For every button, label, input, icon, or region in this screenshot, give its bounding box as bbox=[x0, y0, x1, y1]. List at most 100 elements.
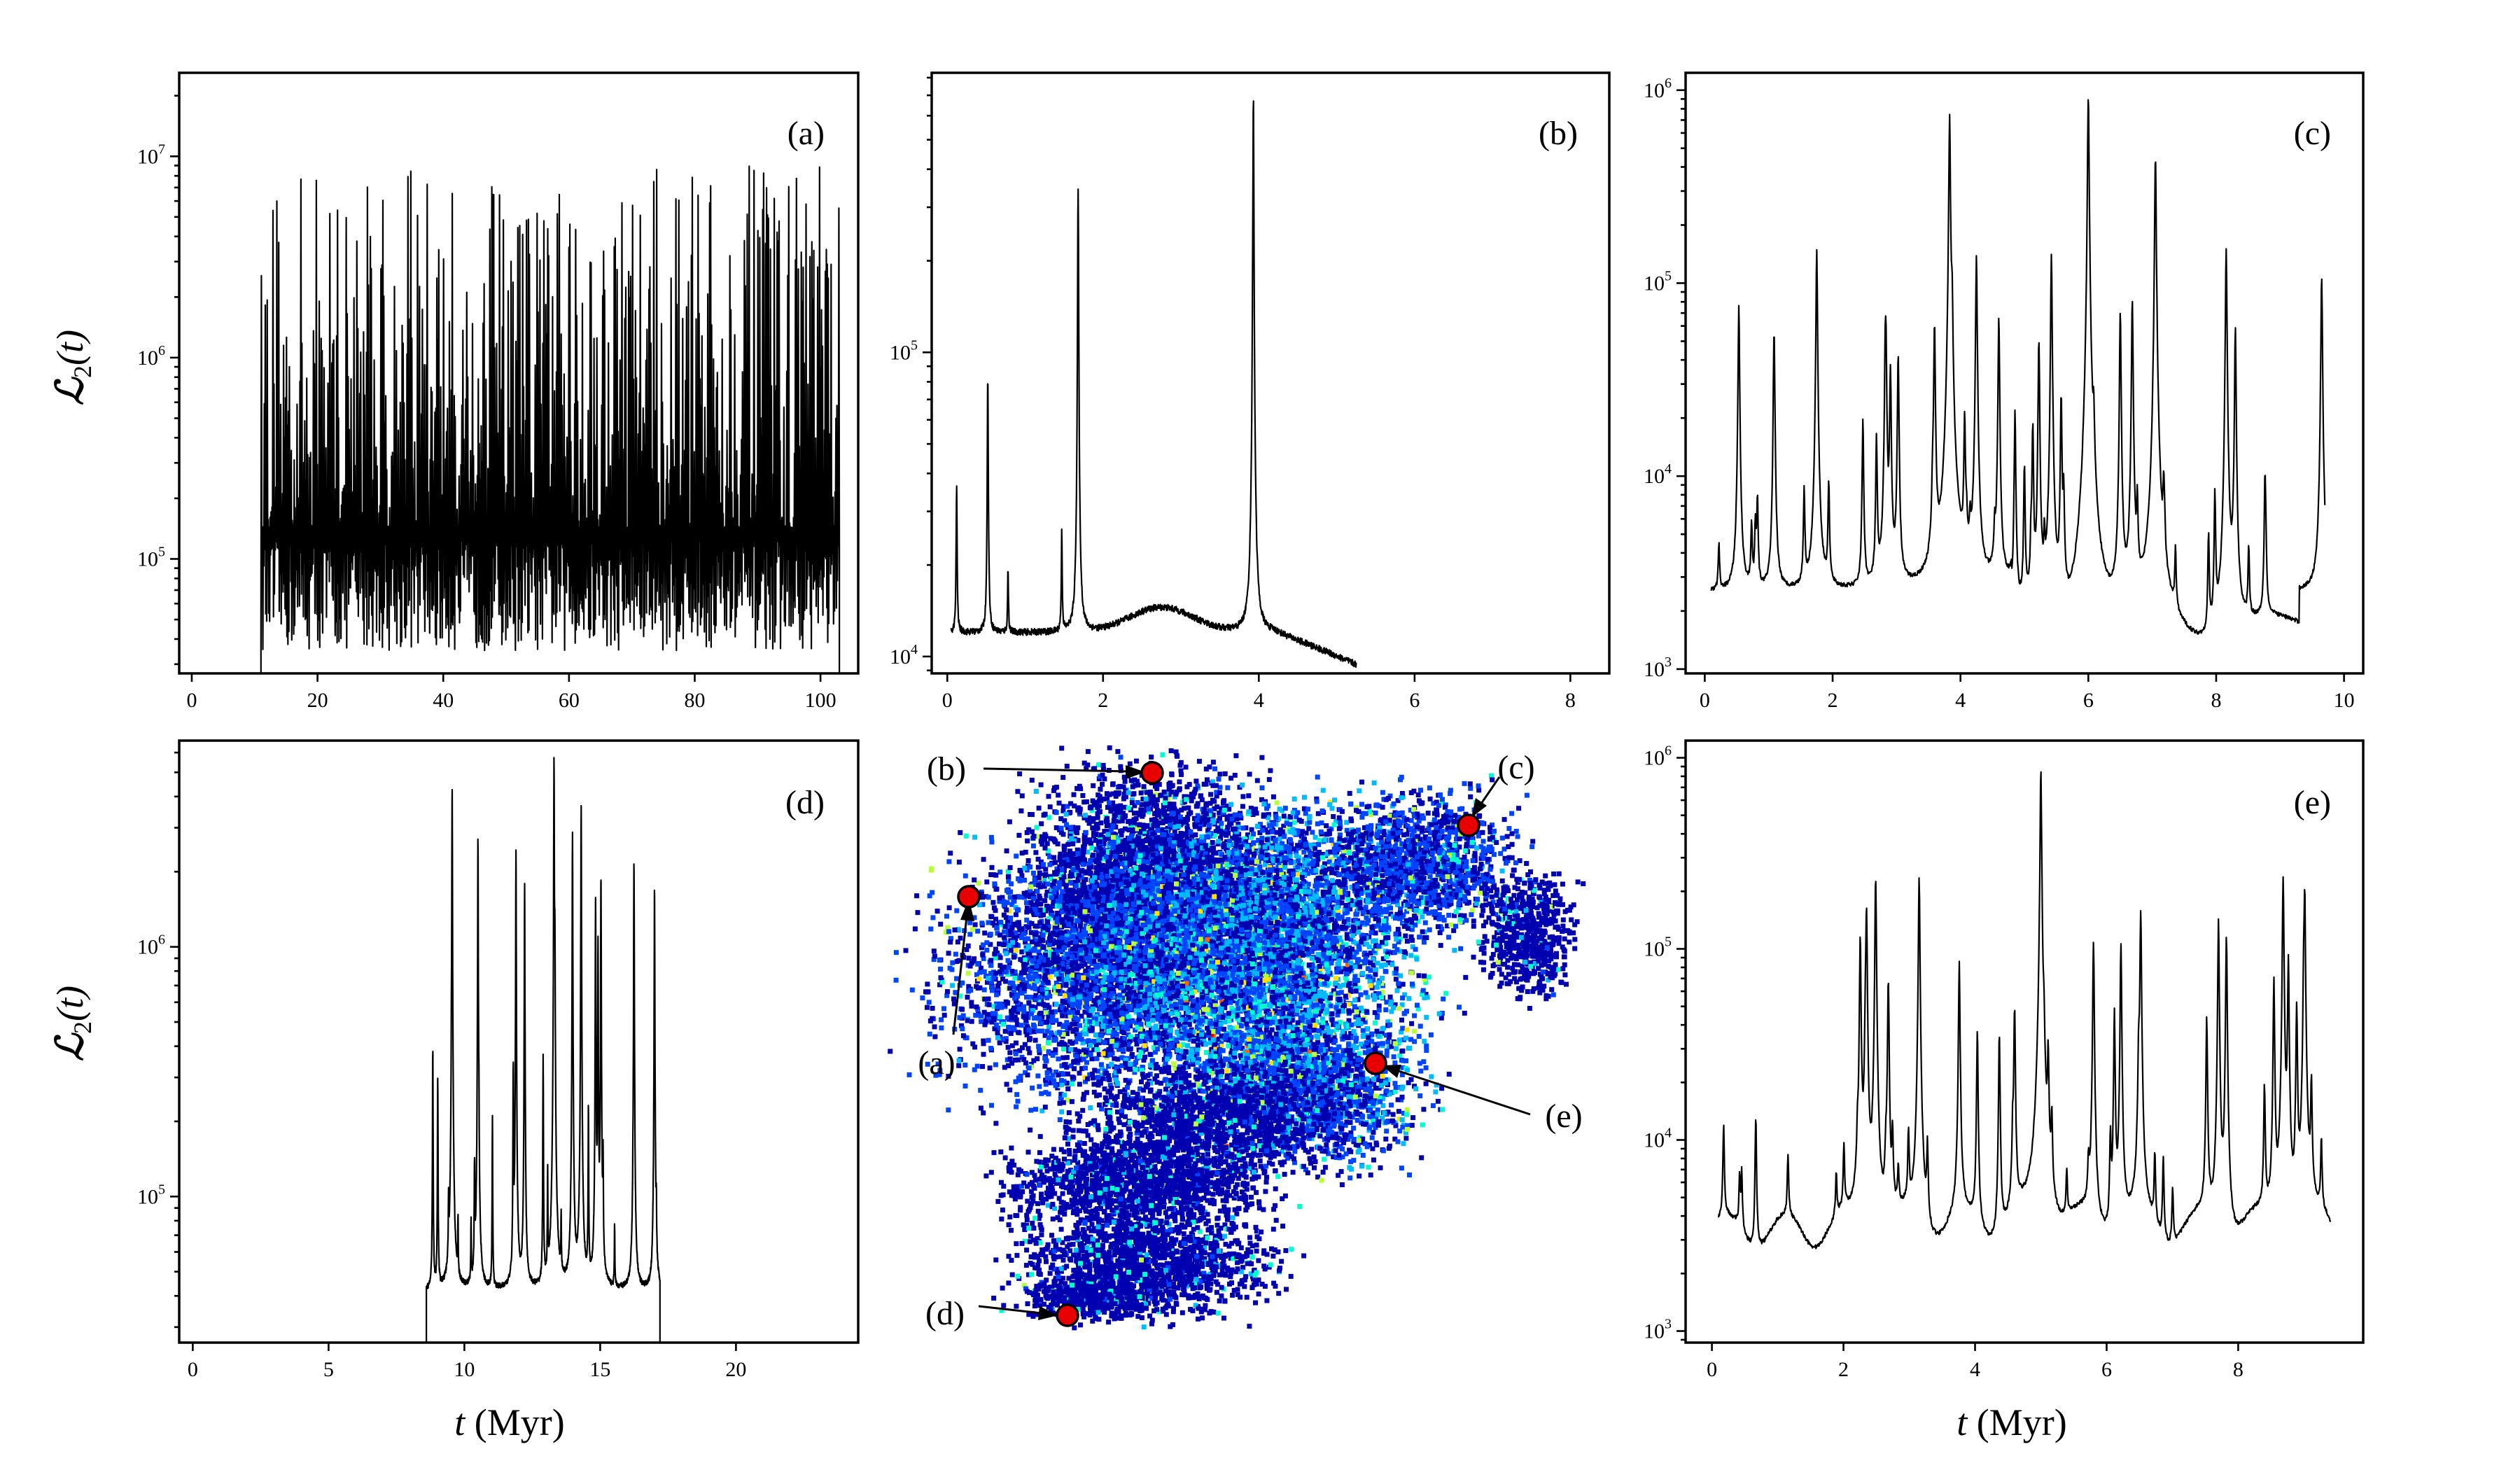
panel-d-xtick-label-1: 5 bbox=[323, 1358, 334, 1381]
scatter-point-992 bbox=[1068, 848, 1072, 854]
scatter-point-2858 bbox=[1056, 792, 1061, 798]
scatter-point-2057 bbox=[1217, 810, 1222, 816]
scatter-point-2209 bbox=[1154, 808, 1160, 813]
scatter-point-306 bbox=[1096, 776, 1102, 782]
scatter-point-2327 bbox=[1212, 806, 1217, 811]
scatter-point-1460 bbox=[1123, 788, 1128, 794]
scatter-point-2763 bbox=[1111, 913, 1116, 919]
scatter-point-415 bbox=[1093, 879, 1098, 885]
scatter-point-2963 bbox=[1186, 811, 1191, 817]
scatter-point-2868 bbox=[1082, 799, 1087, 805]
panel-c-ytick-label-3: 106 bbox=[1644, 76, 1672, 102]
scatter-point-3463 bbox=[1144, 822, 1150, 828]
scatter-point-1840 bbox=[1115, 835, 1121, 841]
scatter-point-1994 bbox=[1118, 829, 1124, 834]
scatter-point-3502 bbox=[977, 969, 983, 975]
scatter-point-1909 bbox=[1081, 916, 1086, 921]
scatter-point-1456 bbox=[1133, 758, 1139, 764]
scatter-point-4100 bbox=[909, 987, 915, 993]
scatter-point-1954 bbox=[1091, 766, 1096, 772]
scatter-point-2575 bbox=[1100, 834, 1105, 840]
scatter-point-2738 bbox=[1090, 935, 1096, 940]
scatter-point-966 bbox=[1250, 812, 1256, 817]
scatter-point-434 bbox=[1071, 851, 1077, 857]
scatter-point-3409 bbox=[1014, 853, 1019, 859]
scatter-point-3819 bbox=[929, 866, 934, 872]
scatter-point-2569 bbox=[1096, 867, 1101, 872]
scatter-point-2910 bbox=[1125, 967, 1130, 973]
scatter-point-1138 bbox=[1193, 787, 1198, 792]
scatter-point-4130 bbox=[1046, 1049, 1051, 1054]
scatter-point-1851 bbox=[1181, 817, 1186, 822]
panel-a-xtick-label-1: 20 bbox=[307, 689, 328, 712]
panel-c-xtick-label-2: 4 bbox=[1955, 689, 1966, 712]
scatter-point-4441 bbox=[1024, 900, 1029, 906]
scatter-point-2735 bbox=[1097, 855, 1102, 861]
scatter-point-2141 bbox=[1189, 792, 1194, 797]
panel-e-xtick-label-2: 4 bbox=[1970, 1358, 1980, 1381]
scatter-point-2830 bbox=[1105, 804, 1110, 810]
scatter-point-2877 bbox=[1087, 837, 1093, 843]
scatter-point-4078 bbox=[1094, 859, 1100, 864]
scatter-point-4579 bbox=[1017, 867, 1023, 873]
scatter-point-3793 bbox=[1131, 902, 1136, 907]
scatter-point-1753 bbox=[1120, 839, 1126, 844]
scatter-point-2725 bbox=[1175, 865, 1180, 871]
scatter-point-482 bbox=[1068, 828, 1073, 834]
scatter-point-1690 bbox=[1110, 791, 1116, 797]
scatter-point-4673 bbox=[982, 930, 988, 936]
panel-d-ytick-label-0: 105 bbox=[137, 1182, 165, 1208]
scatter-point-249 bbox=[1199, 797, 1205, 803]
scatter-point-1002 bbox=[1097, 957, 1102, 962]
scatter-point-1320 bbox=[1210, 779, 1215, 785]
scatter-point-1595 bbox=[1119, 876, 1124, 882]
scatter-point-2606 bbox=[1064, 764, 1070, 769]
scatter-point-2114 bbox=[1138, 807, 1144, 813]
scatter-point-4300 bbox=[1064, 1055, 1070, 1060]
scatter-point-4730 bbox=[1021, 931, 1027, 937]
scatter-point-3134 bbox=[989, 864, 995, 870]
scatter-point-2077 bbox=[1287, 825, 1292, 830]
scatter-point-2794 bbox=[1074, 785, 1080, 791]
scatter-point-2522 bbox=[1121, 811, 1126, 816]
scatter-point-2627 bbox=[1023, 849, 1028, 855]
scatter-point-854 bbox=[1180, 1014, 1186, 1020]
scatter-point-4747 bbox=[1090, 944, 1096, 949]
scatter-point-77 bbox=[1038, 782, 1044, 788]
scatter-point-1749 bbox=[1085, 749, 1091, 755]
scatter-point-389 bbox=[1166, 806, 1172, 812]
scatter-point-3333 bbox=[1128, 868, 1133, 874]
scatter-point-4508 bbox=[976, 880, 981, 886]
scatter-point-1564 bbox=[1167, 802, 1172, 807]
scatter-point-758 bbox=[1034, 825, 1040, 830]
scatter-point-1449 bbox=[1086, 815, 1092, 820]
scatter-point-2729 bbox=[1072, 880, 1078, 885]
scatter-point-2904 bbox=[1226, 814, 1231, 820]
panel-a-trace bbox=[260, 165, 841, 673]
scatter-point-2614 bbox=[1163, 863, 1169, 869]
scatter-point-4318 bbox=[1058, 825, 1064, 831]
scatter-point-2037 bbox=[1196, 759, 1202, 764]
scatter-point-2056 bbox=[1132, 777, 1138, 783]
panel-e-xtick-label-3: 6 bbox=[2101, 1358, 2112, 1381]
scatter-point-2229 bbox=[1123, 838, 1128, 843]
scatter-point-1373 bbox=[1080, 793, 1086, 798]
scatter-point-2235 bbox=[1156, 782, 1162, 788]
scatter-point-3969 bbox=[966, 955, 972, 961]
scatter-point-2488 bbox=[1149, 847, 1155, 853]
scatter-point-3307 bbox=[932, 1034, 938, 1040]
scatter-point-633 bbox=[1160, 752, 1166, 757]
scatter-point-1190 bbox=[1108, 833, 1114, 839]
scatter-point-4098 bbox=[1032, 1037, 1038, 1043]
panel-e-xtick-label-1: 2 bbox=[1838, 1358, 1849, 1381]
scatter-point-4525 bbox=[1089, 845, 1095, 850]
scatter-point-1738 bbox=[1146, 801, 1152, 806]
scatter-point-2930 bbox=[1174, 790, 1180, 794]
scatter-point-1294 bbox=[1144, 897, 1150, 903]
scatter-point-418 bbox=[1047, 890, 1053, 895]
scatter-point-2252 bbox=[1044, 889, 1050, 895]
scatter-point-2748 bbox=[1218, 836, 1224, 841]
